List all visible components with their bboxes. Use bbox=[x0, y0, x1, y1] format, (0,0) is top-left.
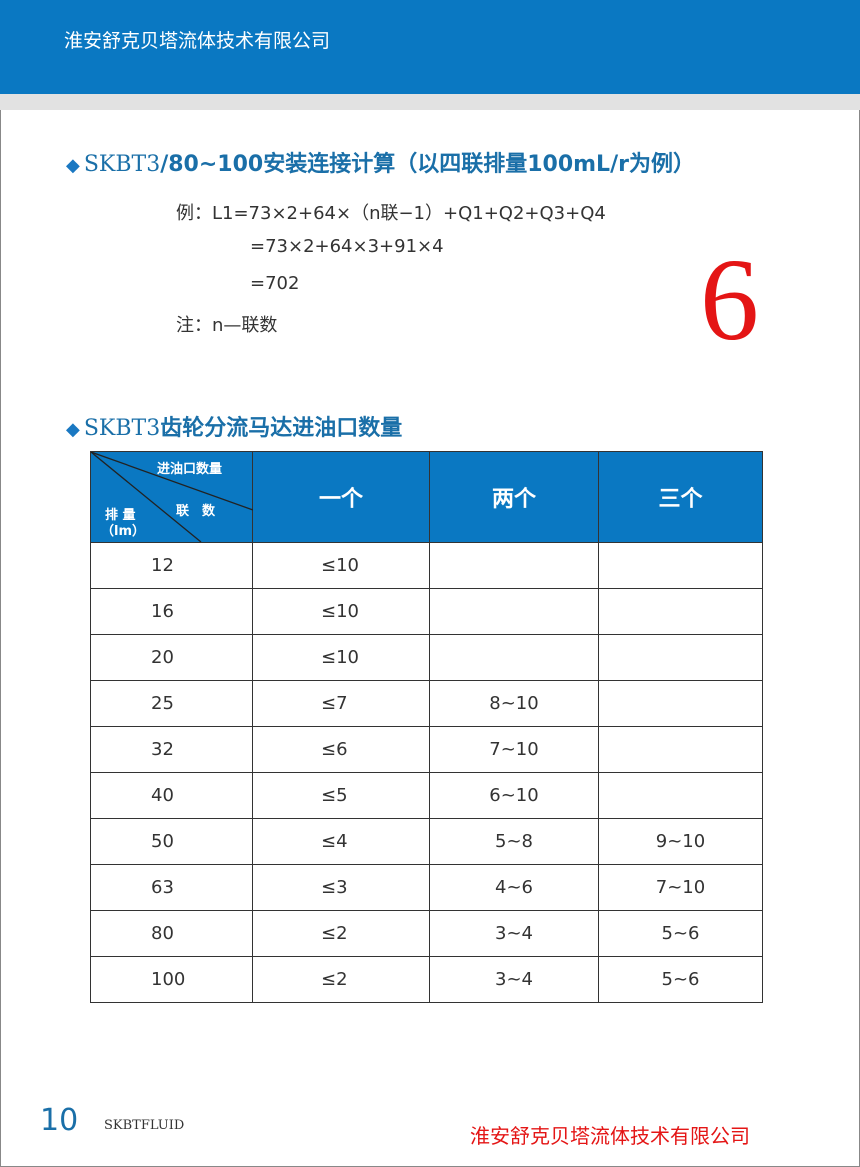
diamond-icon: ◆ bbox=[66, 419, 80, 440]
table-cell: ≤4 bbox=[252, 818, 430, 865]
table-cell: ≤2 bbox=[252, 910, 430, 957]
table-cell: 16 bbox=[90, 588, 253, 635]
page-number: 10 bbox=[40, 1103, 79, 1138]
table-cell: 80 bbox=[90, 910, 253, 957]
table-cell: 6~10 bbox=[429, 772, 599, 819]
table-cell: ≤7 bbox=[252, 680, 430, 727]
table-cell bbox=[429, 634, 599, 681]
table-cell: 50 bbox=[90, 818, 253, 865]
table-cell bbox=[429, 588, 599, 635]
table-cell: 7~10 bbox=[429, 726, 599, 773]
table-cell bbox=[598, 772, 763, 819]
corner-label-ports: 进油口数量 bbox=[157, 462, 223, 477]
table-row: 80 ≤2 3~4 5~6 bbox=[90, 910, 763, 957]
table-cell: 25 bbox=[90, 680, 253, 727]
table-cell: 63 bbox=[90, 864, 253, 911]
table-cell: 5~8 bbox=[429, 818, 599, 865]
formula-line: 例：L1=73×2+64×（n联−1）+Q1+Q2+Q3+Q4 bbox=[176, 203, 606, 224]
table-cell: ≤10 bbox=[252, 542, 430, 589]
table-cell: 4~6 bbox=[429, 864, 599, 911]
table-row: 50 ≤4 5~8 9~10 bbox=[90, 818, 763, 865]
table-cell: ≤5 bbox=[252, 772, 430, 819]
table-cell bbox=[598, 588, 763, 635]
table-row: 25 ≤7 8~10 bbox=[90, 680, 763, 727]
formula-note: 注：n—联数 bbox=[176, 315, 278, 336]
table-cell: 9~10 bbox=[598, 818, 763, 865]
table-cell: 40 bbox=[90, 772, 253, 819]
table-cell: ≤3 bbox=[252, 864, 430, 911]
footer-company: 淮安舒克贝塔流体技术有限公司 bbox=[470, 1124, 750, 1148]
table-row: 40 ≤5 6~10 bbox=[90, 772, 763, 819]
corner-label-displacement: 排 量 bbox=[105, 508, 136, 523]
table-cell: 3~4 bbox=[429, 956, 599, 1003]
corner-header: 进油口数量 联 数 排 量 （lm） bbox=[90, 451, 253, 543]
table-row: 63 ≤3 4~6 7~10 bbox=[90, 864, 763, 911]
table-cell bbox=[429, 542, 599, 589]
table-cell bbox=[598, 542, 763, 589]
section-title-installation: ◆ SKBT3/80~100安装连接计算（以四联排量100mL/r为例） bbox=[66, 152, 695, 177]
formula-line: =73×2+64×3+91×4 bbox=[250, 236, 444, 257]
table-cell: ≤2 bbox=[252, 956, 430, 1003]
table-cell: 32 bbox=[90, 726, 253, 773]
table-row: 32 ≤6 7~10 bbox=[90, 726, 763, 773]
header-bar: 淮安舒克贝塔流体技术有限公司 bbox=[0, 0, 860, 94]
header-company: 淮安舒克贝塔流体技术有限公司 bbox=[64, 30, 331, 52]
table-row: 100 ≤2 3~4 5~6 bbox=[90, 956, 763, 1003]
ports-table: 进油口数量 联 数 排 量 （lm） 一个 两个 三个 12 ≤10 16 ≤10 20… bbox=[90, 451, 763, 1003]
table-cell: 5~6 bbox=[598, 910, 763, 957]
table-cell bbox=[598, 680, 763, 727]
table-cell: ≤6 bbox=[252, 726, 430, 773]
table-cell bbox=[598, 634, 763, 681]
formula-line: =702 bbox=[250, 273, 300, 294]
table-cell: 3~4 bbox=[429, 910, 599, 957]
table-row: 12 ≤10 bbox=[90, 542, 763, 589]
table-cell: 7~10 bbox=[598, 864, 763, 911]
corner-label-sections: 联 数 bbox=[176, 504, 216, 519]
table-cell: 5~6 bbox=[598, 956, 763, 1003]
table-cell: 8~10 bbox=[429, 680, 599, 727]
table-cell: ≤10 bbox=[252, 588, 430, 635]
table-cell bbox=[598, 726, 763, 773]
table-cell: 12 bbox=[90, 542, 253, 589]
column-header: 三个 bbox=[598, 451, 763, 543]
corner-label-unit: （lm） bbox=[101, 524, 146, 539]
diamond-icon: ◆ bbox=[66, 155, 80, 176]
table-cell: 100 bbox=[90, 956, 253, 1003]
footer-brand: SKBTFLUID bbox=[104, 1118, 185, 1133]
column-header: 两个 bbox=[429, 451, 599, 543]
section-title-ports: ◆ SKBT3齿轮分流马达进油口数量 bbox=[66, 416, 403, 441]
table-row: 20 ≤10 bbox=[90, 634, 763, 681]
table-cell: 20 bbox=[90, 634, 253, 681]
big-number: 6 bbox=[700, 234, 759, 365]
diagonal-lines bbox=[91, 452, 253, 542]
table-header-row: 进油口数量 联 数 排 量 （lm） 一个 两个 三个 bbox=[90, 451, 763, 543]
table-cell: ≤10 bbox=[252, 634, 430, 681]
header-band bbox=[0, 94, 860, 110]
table-row: 16 ≤10 bbox=[90, 588, 763, 635]
column-header: 一个 bbox=[252, 451, 430, 543]
